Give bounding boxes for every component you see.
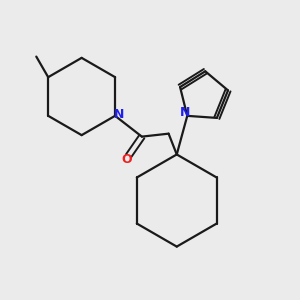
Text: O: O: [122, 153, 132, 166]
Text: N: N: [113, 108, 124, 121]
Text: N: N: [180, 106, 190, 119]
